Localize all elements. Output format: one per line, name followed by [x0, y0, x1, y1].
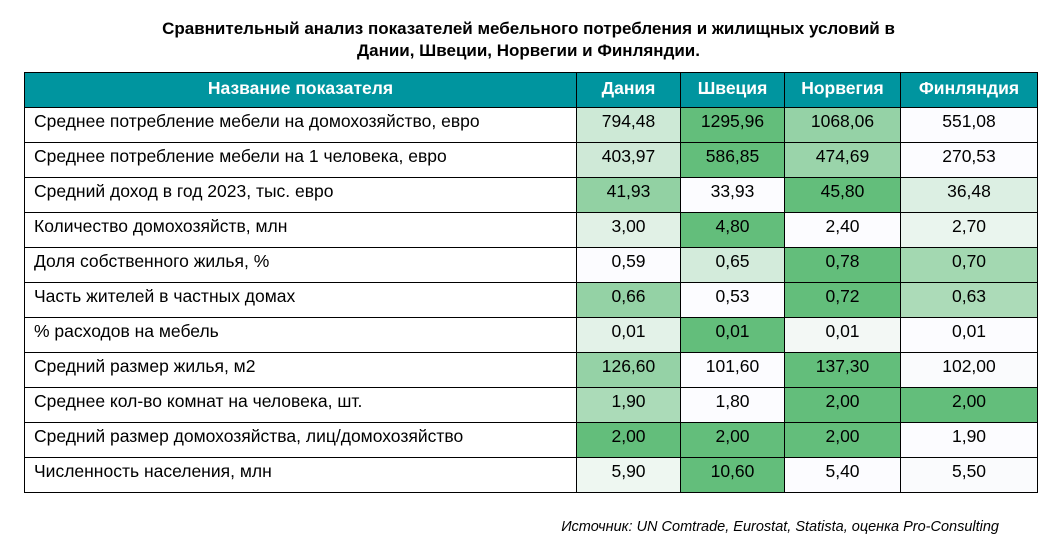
header-indicator: Название показателя	[24, 72, 577, 108]
value-finland: 551,08	[900, 107, 1038, 143]
header-norway: Норвегия	[784, 72, 901, 108]
value-sweden: 10,60	[680, 457, 785, 493]
header-row: Название показателя Дания Швеция Норвеги…	[24, 72, 1038, 108]
value-finland: 270,53	[900, 142, 1038, 178]
indicator-label: Средний доход в год 2023, тыс. евро	[24, 177, 577, 213]
table-row: Среднее кол-во комнат на человека, шт. 1,…	[24, 387, 1038, 423]
value-finland: 2,00	[900, 387, 1038, 423]
value-norway: 0,78	[784, 247, 901, 283]
value-finland: 0,70	[900, 247, 1038, 283]
value-sweden: 0,53	[680, 282, 785, 318]
indicator-label: Среднее потребление мебели на 1 человека…	[24, 142, 577, 178]
value-norway: 45,80	[784, 177, 901, 213]
value-norway: 5,40	[784, 457, 901, 493]
title-line-2: Дании, Швеции, Норвегии и Финляндии.	[357, 41, 700, 60]
table-row: Численность населения, млн 5,90 10,60 5,40 5…	[24, 457, 1038, 493]
value-denmark: 0,59	[576, 247, 681, 283]
title-line-1: Сравнительный анализ показателей мебельн…	[162, 19, 895, 38]
value-norway: 0,01	[784, 317, 901, 353]
indicator-label: Численность населения, млн	[24, 457, 577, 493]
table-row: Среднее потребление мебели на 1 человека…	[24, 142, 1038, 178]
indicator-label: Среднее кол-во комнат на человека, шт.	[24, 387, 577, 423]
indicator-label: Средний размер домохозяйства, лиц/домохо…	[24, 422, 577, 458]
value-sweden: 1,80	[680, 387, 785, 423]
header-sweden: Швеция	[680, 72, 785, 108]
indicator-label: Часть жителей в частных домах	[24, 282, 577, 318]
table-row: % расходов на мебель 0,01 0,01 0,01 0,01	[24, 317, 1038, 353]
source-note: Источник: UN Comtrade, Eurostat, Statist…	[561, 519, 999, 535]
value-denmark: 5,90	[576, 457, 681, 493]
header-denmark: Дания	[576, 72, 681, 108]
value-denmark: 403,97	[576, 142, 681, 178]
value-sweden: 0,65	[680, 247, 785, 283]
value-norway: 0,72	[784, 282, 901, 318]
table-row: Средний доход в год 2023, тыс. евро 41,93…	[24, 177, 1038, 213]
value-denmark: 41,93	[576, 177, 681, 213]
value-denmark: 0,01	[576, 317, 681, 353]
value-finland: 2,70	[900, 212, 1038, 248]
value-denmark: 126,60	[576, 352, 681, 388]
value-denmark: 0,66	[576, 282, 681, 318]
comparison-table: Название показателя Дания Швеция Норвеги…	[24, 72, 1038, 493]
table-row: Доля собственного жилья, % 0,59 0,65 0,78 0,…	[24, 247, 1038, 283]
table-row: Средний размер жилья, м2 126,60 101,60 137,…	[24, 352, 1038, 388]
value-denmark: 1,90	[576, 387, 681, 423]
value-norway: 2,00	[784, 422, 901, 458]
table-title: Сравнительный анализ показателей мебельн…	[0, 18, 1057, 62]
value-finland: 102,00	[900, 352, 1038, 388]
indicator-label: % расходов на мебель	[24, 317, 577, 353]
value-denmark: 794,48	[576, 107, 681, 143]
value-finland: 0,01	[900, 317, 1038, 353]
table-row: Средний размер домохозяйства, лиц/домохо…	[24, 422, 1038, 458]
value-norway: 1068,06	[784, 107, 901, 143]
value-denmark: 2,00	[576, 422, 681, 458]
value-sweden: 33,93	[680, 177, 785, 213]
indicator-label: Количество домохозяйств, млн	[24, 212, 577, 248]
value-sweden: 4,80	[680, 212, 785, 248]
value-finland: 0,63	[900, 282, 1038, 318]
value-sweden: 2,00	[680, 422, 785, 458]
value-denmark: 3,00	[576, 212, 681, 248]
value-finland: 5,50	[900, 457, 1038, 493]
value-sweden: 101,60	[680, 352, 785, 388]
table-row: Количество домохозяйств, млн 3,00 4,80 2,40…	[24, 212, 1038, 248]
value-norway: 137,30	[784, 352, 901, 388]
indicator-label: Доля собственного жилья, %	[24, 247, 577, 283]
value-sweden: 586,85	[680, 142, 785, 178]
indicator-label: Средний размер жилья, м2	[24, 352, 577, 388]
value-norway: 474,69	[784, 142, 901, 178]
table-row: Среднее потребление мебели на домохозяйс…	[24, 107, 1038, 143]
value-sweden: 0,01	[680, 317, 785, 353]
value-finland: 1,90	[900, 422, 1038, 458]
indicator-label: Среднее потребление мебели на домохозяйс…	[24, 107, 577, 143]
table-row: Часть жителей в частных домах 0,66 0,53 0,7…	[24, 282, 1038, 318]
value-finland: 36,48	[900, 177, 1038, 213]
value-sweden: 1295,96	[680, 107, 785, 143]
value-norway: 2,40	[784, 212, 901, 248]
value-norway: 2,00	[784, 387, 901, 423]
header-finland: Финляндия	[900, 72, 1038, 108]
